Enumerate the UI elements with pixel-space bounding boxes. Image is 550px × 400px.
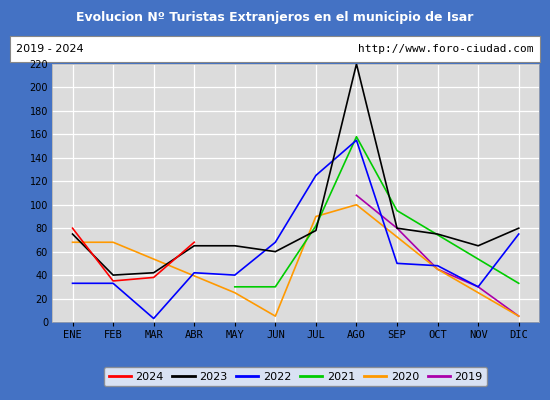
Legend: 2024, 2023, 2022, 2021, 2020, 2019: 2024, 2023, 2022, 2021, 2020, 2019 <box>104 367 487 386</box>
Text: 2019 - 2024: 2019 - 2024 <box>16 44 84 54</box>
Text: http://www.foro-ciudad.com: http://www.foro-ciudad.com <box>358 44 534 54</box>
Text: Evolucion Nº Turistas Extranjeros en el municipio de Isar: Evolucion Nº Turistas Extranjeros en el … <box>76 12 474 24</box>
